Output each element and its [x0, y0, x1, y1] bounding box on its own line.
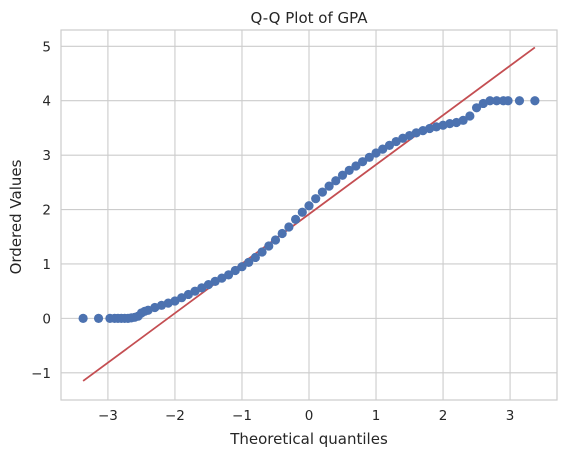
x-tick-label: 0	[305, 408, 314, 424]
fit-line	[82, 46, 536, 382]
x-tick-label: −2	[165, 408, 185, 424]
data-point	[371, 148, 381, 158]
data-points-layer	[78, 96, 540, 323]
data-point	[364, 152, 374, 162]
y-tick-label: 5	[42, 39, 51, 55]
data-point	[257, 247, 267, 257]
data-point	[465, 111, 475, 121]
y-tick-label: 1	[42, 257, 51, 273]
x-tick-label: −3	[98, 408, 118, 424]
x-tick-label: 2	[439, 408, 448, 424]
data-point	[230, 265, 240, 276]
data-point	[458, 115, 468, 125]
y-axis-label: Ordered Values	[7, 159, 25, 274]
data-point	[471, 103, 482, 113]
y-tick-label: −1	[31, 366, 51, 382]
plot-frame	[60, 29, 558, 401]
y-tick-label: 2	[42, 203, 51, 219]
data-point	[384, 140, 395, 150]
data-point	[277, 228, 287, 239]
grid	[61, 30, 557, 400]
x-tick-label: 1	[372, 408, 381, 424]
x-tick-label: 3	[506, 408, 515, 424]
data-point	[317, 187, 328, 197]
data-point	[223, 270, 234, 280]
data-point	[284, 222, 294, 232]
data-point	[78, 313, 88, 323]
y-tick-label: 3	[42, 148, 51, 164]
x-axis-label: Theoretical quantiles	[229, 430, 388, 448]
data-point	[93, 313, 104, 323]
data-point	[358, 157, 368, 167]
data-point	[378, 144, 388, 154]
data-point	[290, 214, 301, 224]
y-tick-label: 4	[42, 94, 51, 110]
y-tick-label: 0	[42, 311, 51, 327]
data-point	[297, 207, 307, 217]
data-point	[485, 96, 495, 106]
data-point	[237, 262, 247, 272]
data-point	[503, 96, 513, 106]
data-point	[492, 96, 502, 106]
fit-line-layer	[82, 46, 536, 382]
data-point	[264, 241, 274, 251]
data-point	[344, 165, 354, 175]
data-point	[250, 252, 260, 263]
data-point	[514, 96, 525, 106]
x-tick-label: −1	[232, 408, 252, 424]
data-point	[304, 201, 314, 211]
data-point	[244, 257, 254, 267]
data-point	[530, 96, 540, 106]
data-point	[351, 161, 361, 171]
chart-title: Q-Q Plot of GPA	[251, 9, 369, 27]
data-point	[311, 194, 321, 204]
data-point	[270, 235, 281, 245]
data-point	[331, 176, 341, 186]
tick-labels: −3 −2 −1 0 1 2 3 −1 0 1 2 3 4 5	[31, 39, 514, 424]
data-point	[337, 170, 348, 180]
data-point	[324, 181, 334, 191]
